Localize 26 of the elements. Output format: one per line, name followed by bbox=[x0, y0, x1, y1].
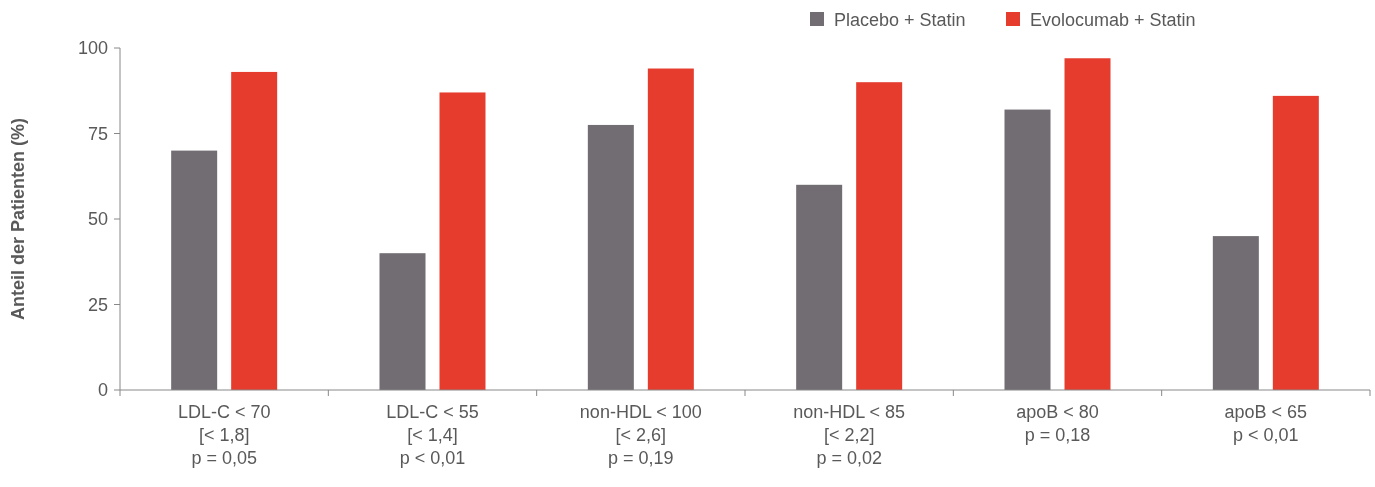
bar bbox=[647, 68, 694, 390]
y-tick-label: 50 bbox=[87, 209, 108, 230]
bar bbox=[1212, 236, 1259, 390]
bar bbox=[587, 124, 634, 390]
bar bbox=[856, 82, 903, 390]
x-tick-label: LDL-C < 70 [< 1,8] p = 0,05 bbox=[177, 402, 271, 468]
y-tick-label: 25 bbox=[87, 294, 108, 315]
y-axis-title: Anteil der Patienten (%) bbox=[8, 117, 28, 321]
y-tick-label: 100 bbox=[77, 38, 108, 59]
bar bbox=[1272, 95, 1319, 390]
bar bbox=[379, 253, 426, 390]
bar bbox=[796, 184, 843, 390]
bar bbox=[171, 150, 218, 390]
legend-label: Placebo + Statin bbox=[834, 10, 966, 31]
x-tick-label: apoB < 80 p = 0,18 bbox=[1016, 402, 1099, 445]
x-tick-label: non-HDL < 100 [< 2,6] p = 0,19 bbox=[579, 402, 702, 468]
bar bbox=[231, 71, 278, 390]
bar bbox=[1064, 58, 1111, 390]
y-tick-label: 0 bbox=[97, 380, 108, 401]
x-tick-label: non-HDL < 85 [< 2,2] p = 0,02 bbox=[793, 402, 906, 468]
legend-label: Evolocumab + Statin bbox=[1030, 10, 1196, 31]
bar bbox=[1004, 109, 1051, 390]
bar bbox=[439, 92, 486, 390]
x-tick-label: LDL-C < 55 [< 1,4] p < 0,01 bbox=[386, 402, 479, 468]
y-tick-label: 75 bbox=[87, 123, 108, 144]
x-tick-label: apoB < 65 p < 0,01 bbox=[1224, 402, 1308, 445]
